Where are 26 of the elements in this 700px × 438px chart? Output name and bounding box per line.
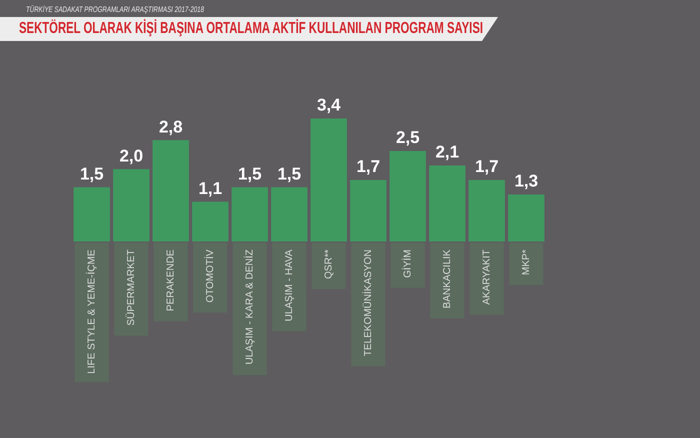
x-tick-label: BANKACILIK [442,249,453,308]
data-label: 1,3 [514,172,538,191]
data-label: 2,5 [396,128,420,148]
data-label: 3,4 [316,96,342,115]
x-tick-label: ULAŞIM - HAVA [284,249,295,322]
x-tick-label: PERAKENDE [166,249,176,312]
x-tick-label: GİYİM [402,250,414,278]
data-label: 1,7 [356,157,380,176]
x-tick-label: ULAŞIM - KARA & DENİZ [244,250,256,365]
data-label: 1,1 [198,178,222,198]
x-tick-label: QSR** [324,249,334,279]
data-label: 1,5 [277,164,302,184]
chart-title: SEKTÖREL OLARAK KİŞİ BAŞINA ORTALAMA AKTİF KULLANILAN PROGRAM SAYISI [19,20,483,38]
x-tick-label: SÜPERMARKET [125,250,137,326]
data-label: 2,0 [119,146,144,166]
x-tick-label: MKP* [521,249,532,276]
data-label: 1,7 [474,157,499,176]
x-tick-label: AKARYAKIT [482,250,492,305]
x-tick-label: LIFE STYLE & YEME-İÇME [86,249,98,374]
data-label: 2,8 [158,117,183,136]
data-label: 1,5 [80,164,104,184]
data-label: 2,1 [435,142,460,162]
data-label: 1,5 [238,164,262,184]
chart-subtitle: TÜRKİYE SADAKAT PROGRAMLARI ARAŞTIRMASI 2017-2018 [26,5,204,14]
x-tick-label: TELEKOMÜNİKASYON [362,250,374,356]
x-tick-label: OTOMOTİV [204,249,216,303]
